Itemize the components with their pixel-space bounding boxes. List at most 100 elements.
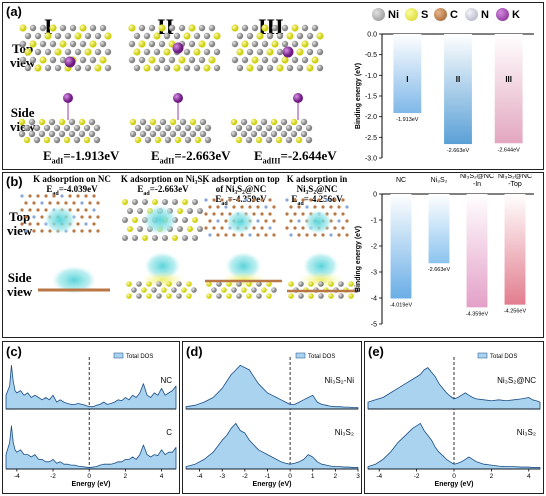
- ni-atom: [182, 235, 188, 241]
- c-atom: [285, 198, 289, 202]
- ni-atom: [149, 130, 157, 138]
- ni-atom: [256, 281, 262, 287]
- top-view-structure-iii: [231, 24, 324, 72]
- ni-atom: [148, 40, 156, 48]
- category-label: III: [505, 75, 512, 84]
- c-atom: [341, 226, 345, 230]
- ni-atom: [338, 293, 344, 299]
- x-tick-label: 4: [527, 473, 531, 480]
- ni-atom: [271, 24, 279, 32]
- s-atom: [271, 40, 279, 48]
- c-atom: [329, 233, 333, 237]
- ni-atom: [286, 64, 294, 72]
- ni-atom: [230, 130, 238, 138]
- bar: [444, 34, 472, 145]
- ni-atom: [54, 32, 62, 40]
- c-atom: [68, 194, 72, 198]
- ni-atom: [53, 124, 61, 132]
- ni-atom: [276, 32, 284, 40]
- charge-cloud: [226, 210, 254, 234]
- ni-atom: [300, 130, 308, 138]
- x-tick-label: -1: [265, 473, 271, 480]
- s-atom: [126, 281, 132, 287]
- c-atom: [309, 198, 313, 202]
- ni-atom: [316, 48, 324, 56]
- s-atom: [188, 24, 196, 32]
- ni-atom: [281, 24, 289, 32]
- ni-atom: [137, 226, 143, 232]
- y-tick-label: -2.5: [365, 135, 377, 142]
- bar: [504, 194, 526, 305]
- ni-atom: [318, 293, 324, 299]
- k-atom: [293, 93, 303, 103]
- dos-chart-c: NC C Total DOS -4 -2 0 2 4 Energy (eV): [5, 352, 177, 488]
- c-atom: [32, 229, 36, 233]
- x-tick-label: -4: [376, 473, 382, 480]
- energy-label-ii: EadII=-2.663eV: [151, 148, 231, 166]
- c-atom: [264, 219, 268, 223]
- ni-atom: [179, 118, 187, 126]
- ni-atom: [280, 130, 288, 138]
- ni-atom: [208, 40, 216, 48]
- ni-atom: [162, 199, 168, 205]
- ni-atom: [134, 124, 142, 132]
- ni-atom: [28, 130, 36, 138]
- s-atom: [104, 32, 112, 40]
- s-atom: [83, 136, 91, 144]
- ni-atom: [133, 32, 141, 40]
- c-atom: [345, 233, 349, 237]
- side-view-ni3s2-nc-in: [287, 252, 359, 299]
- c-atom: [333, 198, 337, 202]
- category-label: Ni₃S₂@NC: [460, 174, 494, 180]
- bar: [428, 194, 450, 264]
- c-atom: [268, 212, 272, 216]
- ni-atom: [236, 281, 242, 287]
- s-atom: [288, 293, 294, 299]
- ni-atom: [271, 287, 277, 293]
- ni-atom: [104, 48, 112, 56]
- config-label-i: I: [44, 14, 53, 39]
- side-view-nc: [38, 266, 110, 294]
- dos-series-label: Ni₃S₂-Ni: [325, 376, 355, 385]
- k-atom-icon: [496, 8, 509, 21]
- c-atom: [297, 233, 301, 237]
- s-atom: [226, 293, 232, 299]
- s-atom: [161, 287, 167, 293]
- bar-value-label: -4.359eV: [466, 311, 489, 317]
- ni-atom: [168, 56, 176, 64]
- s-atom: [276, 64, 284, 72]
- ni-atom: [64, 32, 72, 40]
- c-atom: [216, 233, 220, 237]
- ni-atom: [136, 293, 142, 299]
- ni-atom: [74, 64, 82, 72]
- c-atom: [84, 208, 88, 212]
- ni-atom: [99, 24, 107, 32]
- ni-atom: [78, 130, 86, 138]
- c-atom: [216, 219, 220, 223]
- s-atom: [181, 287, 187, 293]
- s-atom: [235, 136, 243, 144]
- bar: [390, 194, 412, 299]
- s-atom: [141, 287, 147, 293]
- charge-cloud: [52, 266, 96, 294]
- panel-e-label: (e): [368, 344, 384, 359]
- bar-value-label: -4.019eV: [390, 302, 413, 308]
- ni-atom: [305, 136, 313, 144]
- bar: [393, 34, 422, 114]
- ni-atom: [154, 124, 162, 132]
- ni-atom: [265, 136, 273, 144]
- c-atom: [88, 215, 92, 219]
- ni-atom: [174, 124, 182, 132]
- ni-atom: [192, 235, 198, 241]
- ni-atom: [295, 124, 303, 132]
- s-atom: [231, 24, 239, 32]
- s-atom: [348, 281, 354, 287]
- ni-atom: [48, 130, 56, 138]
- c-atom: [52, 194, 56, 198]
- s-atom: [142, 235, 148, 241]
- ni-atom: [197, 208, 203, 214]
- ni-atom: [94, 32, 102, 40]
- s-atom: [149, 118, 157, 126]
- c-atom: [341, 212, 345, 216]
- ni-atom: [173, 32, 181, 40]
